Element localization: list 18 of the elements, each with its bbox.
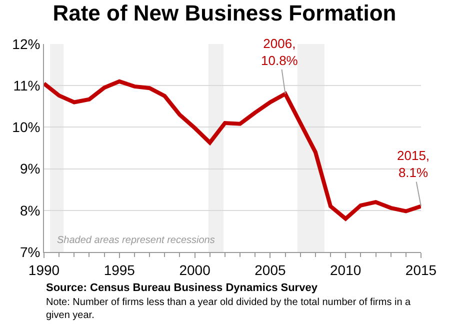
x-tick-label: 2015 [405, 262, 437, 278]
x-tick-label: 2005 [254, 262, 286, 278]
x-tick-label: 1995 [104, 262, 136, 278]
y-tick-label: 11% [13, 78, 40, 94]
y-tick-label: 10% [12, 119, 40, 136]
annotation: 2015, 8.1% [397, 148, 430, 180]
annotation: Shaded areas represent recessions [57, 235, 215, 246]
x-tick-label: 2010 [330, 262, 362, 278]
source-note: Source: Census Bureau Business Dynamics Survey [46, 282, 318, 294]
annotation: 2006, 10.8% [261, 36, 298, 68]
y-tick-label: 7% [20, 244, 40, 260]
x-tick-label: 2000 [179, 262, 211, 278]
text: Note: Number of firms less than a year old divided by the total number of firms in a given year. [46, 297, 412, 321]
y-tick-label: 12% [12, 36, 40, 52]
y-tick-label: 8% [20, 202, 40, 218]
chart-title: Rate of New Business Formation [52, 0, 396, 26]
x-tick-label: 1990 [28, 262, 60, 278]
y-tick-label: 9% [20, 160, 40, 177]
